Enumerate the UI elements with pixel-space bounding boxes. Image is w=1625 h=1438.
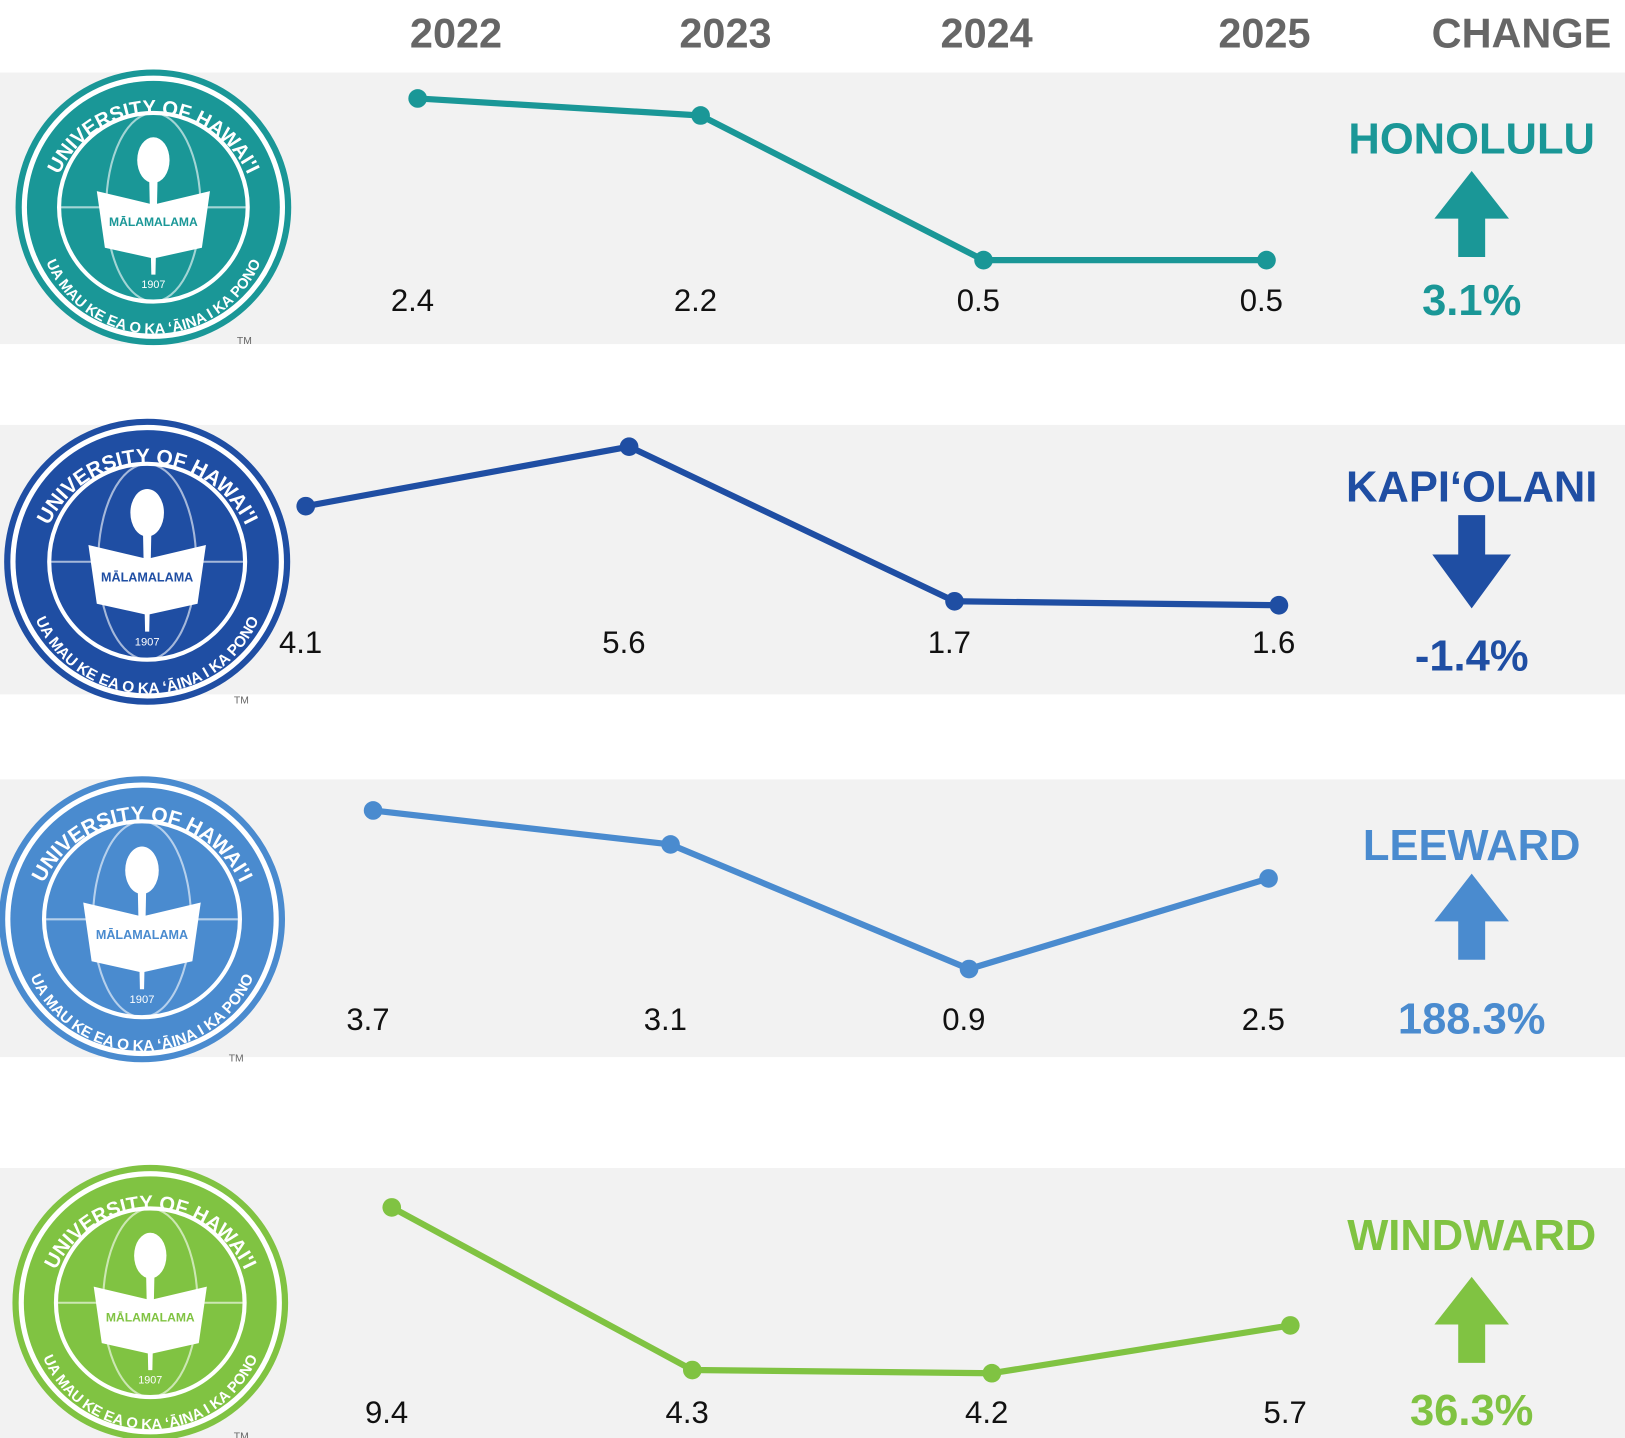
data-point: [691, 106, 710, 125]
seal-motto: MĀLAMALAMA: [106, 1311, 195, 1325]
seal-year: 1907: [130, 994, 155, 1006]
trademark: TM: [234, 696, 249, 707]
data-point: [1280, 1316, 1300, 1335]
arrow-up: [1434, 171, 1509, 258]
data-point: [382, 1198, 402, 1217]
data-label: 2.5: [1242, 1002, 1285, 1037]
data-point: [974, 250, 993, 270]
campus-title: WINDWARD: [1347, 1212, 1596, 1260]
data-label: 9.4: [365, 1395, 408, 1430]
trend-line: [390, 1204, 1291, 1377]
data-point: [682, 1360, 702, 1380]
seal-year: 1907: [138, 1375, 162, 1387]
data-label: 4.3: [666, 1395, 709, 1430]
flame: [134, 1232, 167, 1279]
data-label: 3.7: [346, 1002, 389, 1037]
torch: [146, 1275, 155, 1371]
change-value: 36.3%: [1410, 1387, 1533, 1435]
data-label: 2.2: [674, 283, 717, 318]
arrow-up: [1434, 873, 1509, 960]
trend-line: [417, 95, 1267, 264]
content: 2022 2023 2024 2025 CHANGEMĀLAMALAMA1907UNIV…: [0, 10, 1625, 1438]
data-point: [982, 1363, 1002, 1383]
trademark: TM: [229, 1053, 244, 1064]
torch: [143, 533, 152, 632]
change-value: -1.4%: [1415, 633, 1529, 681]
seal-motto: MĀLAMALAMA: [109, 215, 198, 229]
seal-motto: MĀLAMALAMA: [96, 928, 188, 942]
campus-title: HONOLULU: [1348, 115, 1595, 163]
data-label: 4.2: [965, 1395, 1008, 1430]
data-label: 1.6: [1252, 625, 1295, 660]
data-point: [1269, 595, 1289, 615]
data-label: 1.7: [928, 625, 971, 660]
data-label: 3.1: [644, 1002, 687, 1037]
data-point: [1257, 250, 1276, 270]
change-value: 188.3%: [1398, 995, 1546, 1043]
data-label: 5.6: [602, 625, 645, 660]
data-point: [296, 496, 316, 516]
data-label: 0.9: [942, 1002, 985, 1037]
data-point: [661, 835, 680, 854]
column-header: 2024: [941, 10, 1033, 57]
data-label: 4.1: [279, 625, 322, 660]
seal-year: 1907: [135, 637, 160, 649]
seal-motto: MĀLAMALAMA: [101, 570, 193, 584]
data-point: [408, 89, 427, 108]
torch: [149, 180, 158, 275]
data-label: 2.4: [391, 283, 434, 318]
data-point: [619, 437, 639, 457]
data-label: 5.7: [1264, 1395, 1307, 1430]
column-header: 2022: [410, 10, 502, 57]
arrow-down: [1432, 515, 1512, 609]
change-value: 3.1%: [1422, 277, 1521, 325]
trend-line: [305, 443, 1279, 609]
flame: [130, 488, 164, 537]
campus-title: LEEWARD: [1363, 822, 1581, 870]
trend-line: [372, 807, 1270, 973]
flame: [137, 137, 170, 184]
flame: [125, 846, 159, 895]
column-header: CHANGE: [1432, 10, 1612, 57]
campus-title: KAPIʻOLANI: [1346, 464, 1597, 512]
data-point: [363, 801, 383, 820]
data-label: 0.5: [957, 283, 1000, 318]
arrow-up: [1434, 1276, 1509, 1363]
seal-year: 1907: [141, 279, 165, 291]
column-header: 2025: [1218, 10, 1310, 57]
data-point: [959, 959, 979, 979]
torch: [137, 891, 147, 990]
data-point: [1259, 869, 1278, 888]
trademark: TM: [237, 336, 252, 347]
trademark: TM: [234, 1432, 249, 1438]
column-header: 2023: [679, 10, 771, 57]
data-label: 0.5: [1240, 283, 1283, 318]
data-point: [945, 591, 964, 611]
